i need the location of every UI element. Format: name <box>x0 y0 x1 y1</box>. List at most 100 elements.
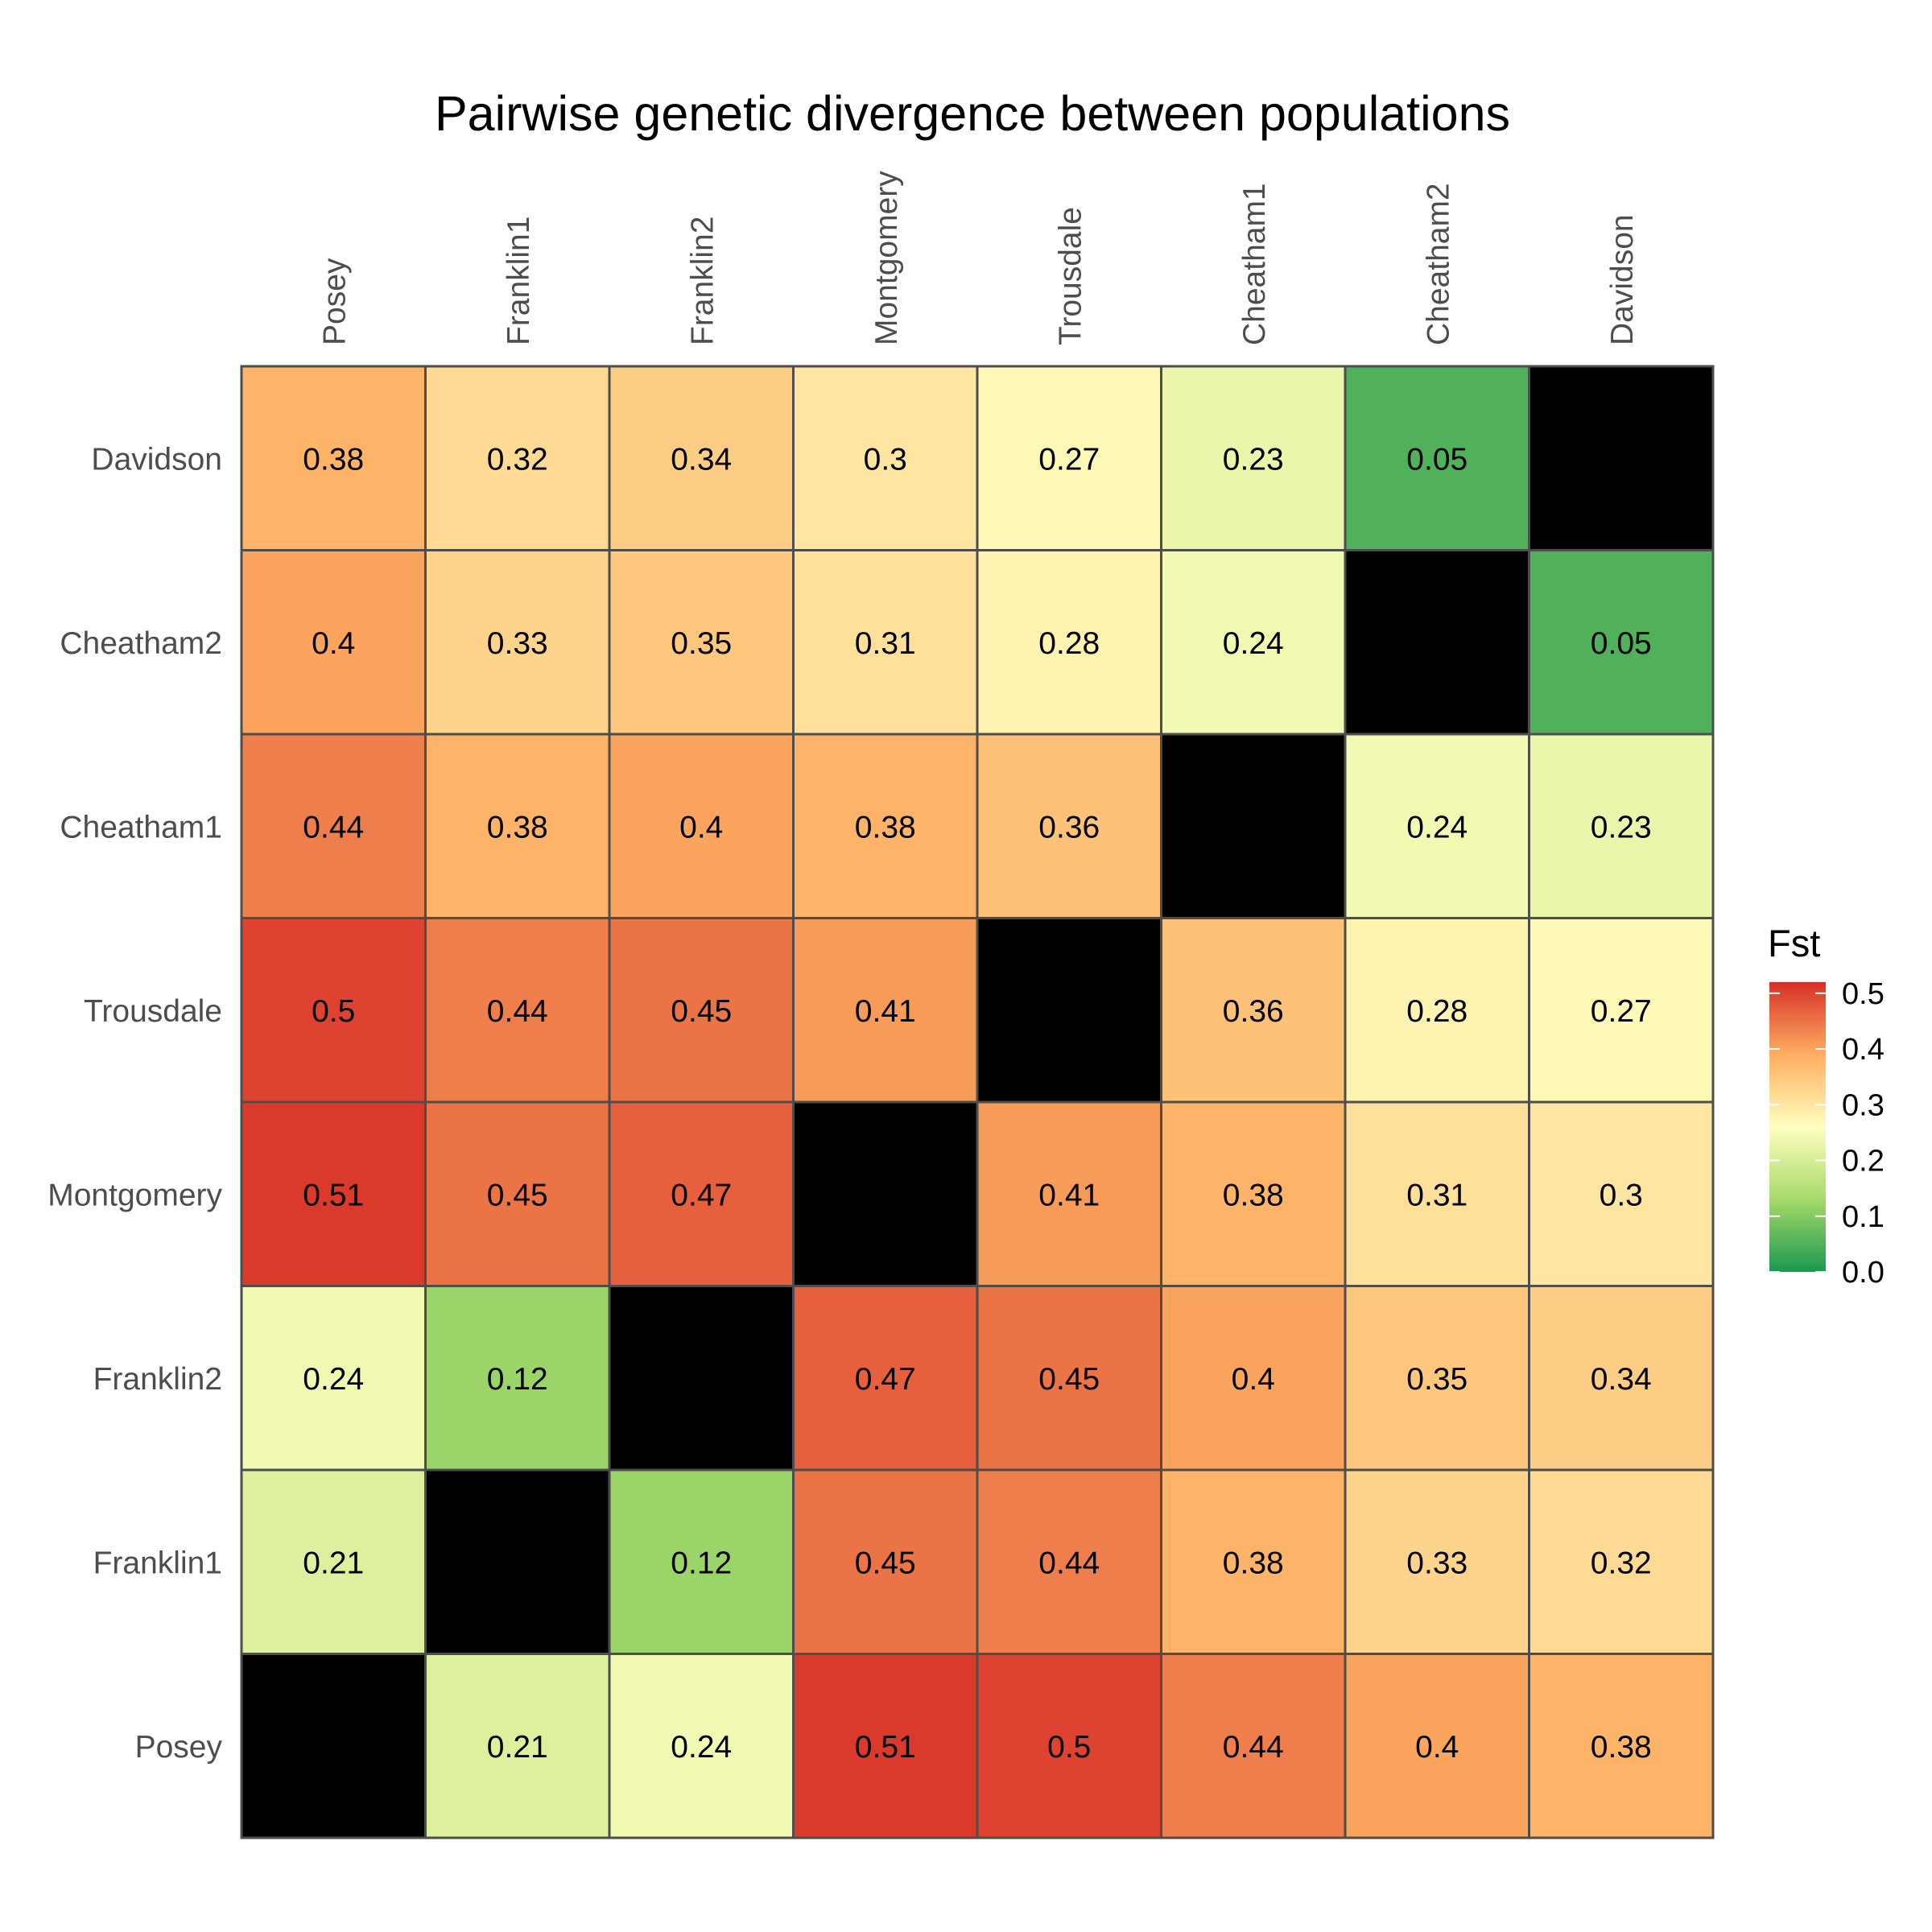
heatmap-cell <box>1528 1653 1715 1839</box>
heatmap-cell <box>1344 917 1530 1104</box>
legend-tick-label: 0.2 <box>1842 1145 1885 1179</box>
heatmap-cell <box>1160 1468 1347 1655</box>
cell-value-label: 0.4 <box>1232 1362 1275 1397</box>
x-tick-label: Montgomery <box>869 171 904 345</box>
cell-value-label: 0.44 <box>303 810 364 844</box>
legend-tick-label: 0.1 <box>1842 1200 1885 1234</box>
heatmap-cell <box>1160 365 1347 551</box>
heatmap-cell <box>1344 549 1530 736</box>
heatmap-cell <box>976 549 1162 736</box>
legend-tick-label: 0.5 <box>1842 977 1885 1011</box>
heatmap-cell <box>608 733 795 919</box>
cell-value-label: 0.45 <box>671 994 732 1029</box>
cell-value-label: 0.35 <box>1406 1362 1468 1397</box>
cell-value-label: 0.24 <box>303 1362 364 1397</box>
cell-value-label: 0.4 <box>1415 1730 1459 1765</box>
cell-value-label: 0.12 <box>487 1362 548 1397</box>
cell-value-label: 0.3 <box>1600 1178 1643 1212</box>
cell-value-label: 0.44 <box>1223 1730 1284 1765</box>
cell-value-label: 0.45 <box>1038 1362 1100 1397</box>
cell-value-label: 0.21 <box>487 1730 548 1765</box>
cell-value-label: 0.51 <box>855 1730 916 1765</box>
heatmap-cell <box>1344 733 1530 919</box>
heatmap-cell <box>792 1468 979 1655</box>
cell-value-label: 0.38 <box>855 810 916 844</box>
y-tick-label: Franklin2 <box>93 1362 222 1397</box>
cell-value-label: 0.31 <box>1406 1178 1468 1212</box>
heatmap-cell <box>424 1100 611 1287</box>
x-tick-label: Cheatham2 <box>1421 183 1455 345</box>
cell-value-label: 0.35 <box>671 626 732 661</box>
cell-value-label: 0.36 <box>1038 810 1100 844</box>
heatmap-cell <box>1528 733 1715 919</box>
heatmap-cell <box>424 1285 611 1472</box>
heatmap-cell <box>1160 1653 1347 1839</box>
cell-value-label: 0.27 <box>1038 442 1100 477</box>
heatmap-cell <box>792 1285 979 1472</box>
cell-value-label: 0.45 <box>855 1546 916 1580</box>
heatmap-cell <box>1344 1100 1530 1287</box>
cell-value-label: 0.24 <box>1406 810 1468 844</box>
cell-value-label: 0.44 <box>1038 1546 1100 1580</box>
cell-value-label: 0.27 <box>1591 994 1652 1029</box>
cell-value-label: 0.5 <box>1047 1730 1091 1765</box>
heatmap-cell <box>1528 549 1715 736</box>
heatmap-cell <box>608 1285 795 1472</box>
cell-value-label: 0.51 <box>303 1178 364 1212</box>
legend-title: Fst <box>1768 922 1820 964</box>
heatmap-cell-labels: 0.21 0.24 0.51 0.5 0.44 0.4 0.38 0.21 0.12 0.45 0.… <box>303 442 1651 1765</box>
cell-value-label: 0.31 <box>855 626 916 661</box>
cell-value-label: 0.38 <box>487 810 548 844</box>
heatmap-cell <box>792 549 979 736</box>
legend-tick-label: 0.0 <box>1842 1256 1885 1290</box>
cell-value-label: 0.41 <box>1038 1178 1100 1212</box>
cell-value-label: 0.23 <box>1591 810 1652 844</box>
x-tick-label: Franklin2 <box>685 217 720 345</box>
heatmap-cell <box>1344 1285 1530 1472</box>
cell-value-label: 0.47 <box>855 1362 916 1397</box>
cell-value-label: 0.41 <box>855 994 916 1029</box>
heatmap-cell <box>240 733 427 919</box>
heatmap-cell <box>424 1653 611 1839</box>
heatmap-cell <box>608 549 795 736</box>
cell-value-label: 0.24 <box>1223 626 1284 661</box>
heatmap-cell <box>1528 917 1715 1104</box>
cell-value-label: 0.5 <box>312 994 355 1029</box>
heatmap-cell <box>1344 1468 1530 1655</box>
cell-value-label: 0.4 <box>679 810 723 844</box>
cell-value-label: 0.05 <box>1591 626 1652 661</box>
heatmap-cell <box>976 733 1162 919</box>
cell-value-label: 0.28 <box>1406 994 1468 1029</box>
x-tick-label: Davidson <box>1605 214 1640 345</box>
y-tick-label: Trousdale <box>84 994 222 1029</box>
cell-value-label: 0.45 <box>487 1178 548 1212</box>
x-axis-tick-labels: Posey Franklin1 Franklin2 Montgomery Trousda… <box>317 171 1640 345</box>
heatmap-cell <box>976 365 1162 551</box>
cell-value-label: 0.12 <box>671 1546 732 1580</box>
cell-value-label: 0.32 <box>1591 1546 1652 1580</box>
legend-ticks: 0.0 0.1 0.2 0.3 0.4 0.5 <box>1769 977 1885 1290</box>
y-axis-tick-labels: Posey Franklin1 Franklin2 Montgomery Trousda… <box>47 442 222 1765</box>
cell-value-label: 0.23 <box>1223 442 1284 477</box>
legend-tick-label: 0.3 <box>1842 1088 1885 1122</box>
heatmap-cell <box>240 917 427 1104</box>
cell-value-label: 0.4 <box>312 626 355 661</box>
heatmap-cell <box>976 1653 1162 1839</box>
heatmap-cells <box>240 365 1715 1839</box>
color-legend: Fst 0.0 0.1 0.2 0.3 0.4 0.5 <box>1768 922 1885 1290</box>
cell-value-label: 0.33 <box>1406 1546 1468 1580</box>
cell-value-label: 0.28 <box>1038 626 1100 661</box>
cell-value-label: 0.44 <box>487 994 548 1029</box>
cell-value-label: 0.24 <box>671 1730 732 1765</box>
heatmap-cell <box>424 733 611 919</box>
cell-value-label: 0.36 <box>1223 994 1284 1029</box>
heatmap-cell <box>1160 1285 1347 1472</box>
x-tick-label: Posey <box>317 258 352 345</box>
heatmap-cell <box>608 1468 795 1655</box>
y-tick-label: Cheatham1 <box>60 810 222 844</box>
heatmap-cell <box>424 365 611 551</box>
cell-value-label: 0.33 <box>487 626 548 661</box>
cell-value-label: 0.05 <box>1406 442 1468 477</box>
y-tick-label: Posey <box>135 1730 223 1765</box>
